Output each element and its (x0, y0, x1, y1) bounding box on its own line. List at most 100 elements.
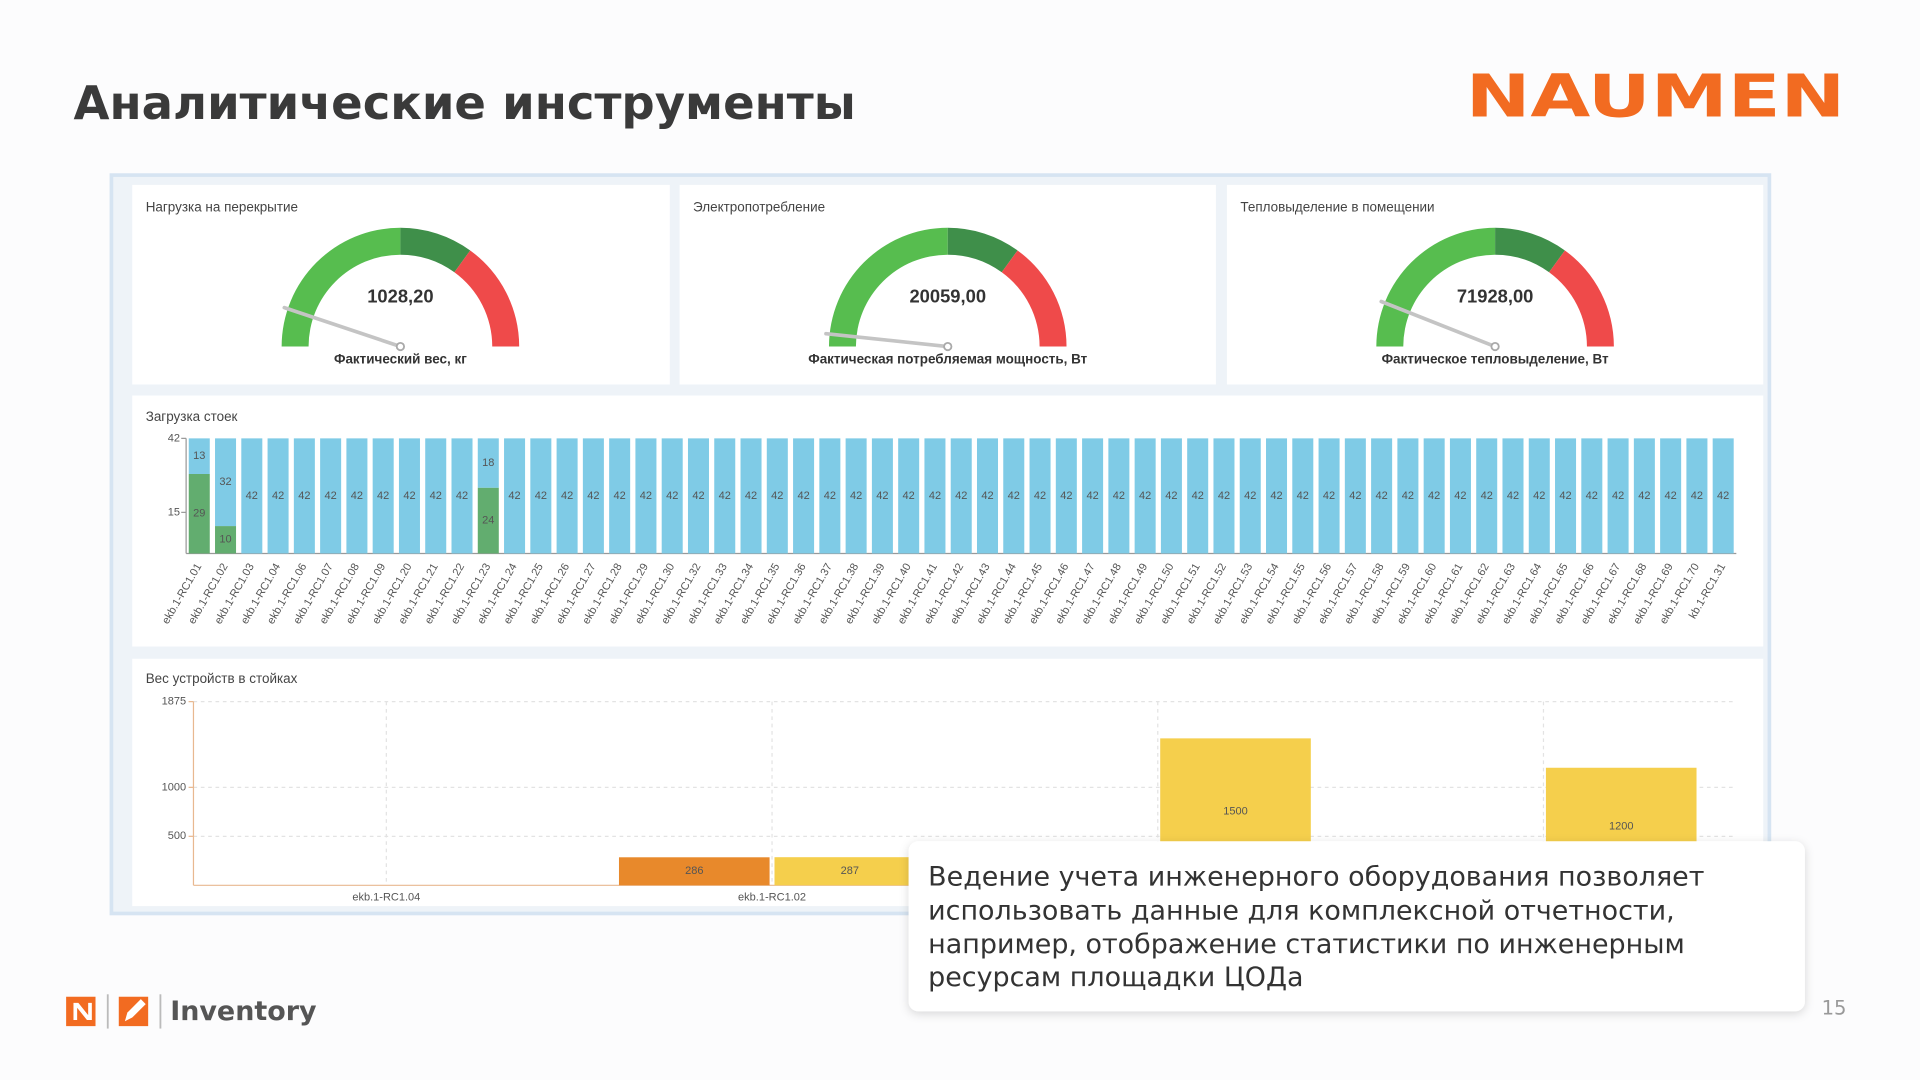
bar-value-label: 42 (1454, 490, 1466, 502)
bar (618, 857, 770, 886)
product-name: Inventory (170, 996, 317, 1027)
bar-value-label: 24 (482, 514, 494, 526)
bar-segment (635, 438, 657, 554)
bar-value-label: 42 (1349, 490, 1361, 502)
bar-value-label: 32 (219, 476, 231, 488)
bar-value-label: 29 (193, 508, 205, 520)
gauge-title: Электропотребление (693, 200, 825, 215)
bar-value-label: 1200 (1609, 820, 1634, 832)
bar-segment (976, 438, 999, 554)
bar-segment (530, 438, 552, 554)
bar-value-label: 13 (193, 450, 205, 462)
bar-segment (1423, 438, 1445, 554)
callout-text: например, отображение статистики по инже… (928, 929, 1685, 960)
bar-segment (740, 438, 762, 554)
bar-value-label: 42 (1008, 490, 1020, 502)
gauge-value: 1028,20 (367, 285, 433, 306)
bar-value-label: 18 (482, 457, 494, 469)
bar-value-label: 42 (403, 490, 415, 502)
bar-segment (1660, 438, 1682, 554)
bar-segment (1449, 438, 1471, 554)
gauge-hub (395, 341, 405, 352)
bar-value-label: 42 (1297, 490, 1309, 502)
bar-value-label: 42 (1060, 490, 1072, 502)
callout-text: использовать данные для комплексной отче… (928, 896, 1675, 927)
bar-value-label: 42 (325, 490, 337, 502)
bar-segment (1397, 438, 1419, 554)
x-tick-label: ekb.1-RC1.04 (352, 891, 420, 903)
bar-value-label: 1500 (1223, 806, 1248, 818)
bar-value-label: 42 (1086, 490, 1098, 502)
bar-value-label: 42 (1665, 490, 1677, 502)
bar-value-label: 42 (1113, 490, 1125, 502)
bar-value-label: 42 (1691, 490, 1703, 502)
callout-box (908, 841, 1805, 1012)
bar-value-label: 42 (1165, 490, 1177, 502)
bar-segment (1318, 438, 1340, 554)
bar-value-label: 42 (981, 490, 993, 502)
gauge-value: 20059,00 (909, 285, 986, 306)
chart-title: Вес устройств в стойках (146, 671, 298, 686)
bar-segment (1502, 438, 1524, 554)
bar-segment (1528, 438, 1550, 554)
bar-segment (819, 438, 841, 554)
y-tick-label: 1000 (162, 781, 187, 793)
gauge-needle (824, 331, 950, 349)
bar-value-label: 42 (377, 490, 389, 502)
bar-segment (346, 438, 368, 554)
bar-segment (477, 487, 499, 554)
gauge-title: Нагрузка на перекрытие (146, 200, 298, 215)
gauge-band (1495, 227, 1565, 273)
bar-segment (1344, 438, 1366, 554)
callout: Ведение учета инженерного оборудования п… (908, 841, 1805, 1012)
y-tick-label: 500 (168, 830, 186, 842)
gauge-band (1376, 227, 1496, 347)
bar-segment (215, 438, 237, 527)
page-number: 15 (1822, 996, 1847, 1019)
bar-value-label: 42 (1139, 490, 1151, 502)
bar-value-label: 42 (797, 490, 809, 502)
bar-value-label: 42 (1559, 490, 1571, 502)
bar-value-label: 42 (640, 490, 652, 502)
bar-segment (556, 438, 578, 554)
bar-value-label: 42 (666, 490, 678, 502)
bar-value-label: 42 (745, 490, 757, 502)
bar-segment (1082, 438, 1104, 554)
bar-value-label: 42 (692, 490, 704, 502)
bar-segment (320, 438, 342, 554)
bar-value-label: 42 (1192, 490, 1204, 502)
y-tick-label: 42 (168, 432, 180, 444)
bar-segment (1607, 438, 1629, 554)
gauge-hub (1490, 341, 1500, 352)
bar-value-label: 42 (955, 490, 967, 502)
bar-value-label: 42 (876, 490, 888, 502)
bar-segment (793, 438, 815, 554)
bar-value-label: 42 (903, 490, 915, 502)
gauge-band (400, 227, 471, 273)
bar-segment (451, 438, 473, 554)
bar-segment (1555, 438, 1577, 554)
bar-value-label: 42 (824, 490, 836, 502)
bar-value-label: 42 (614, 490, 626, 502)
bar-value-label: 42 (1244, 490, 1256, 502)
bar-value-label: 42 (719, 490, 731, 502)
bar-segment (372, 438, 394, 554)
bar-segment (1003, 438, 1025, 554)
bar-segment (845, 438, 867, 554)
gauge-band (1001, 250, 1067, 347)
bar-value-label: 42 (1612, 490, 1624, 502)
panel (132, 184, 670, 385)
bar-value-label: 42 (771, 490, 783, 502)
bar-value-label: 42 (850, 490, 862, 502)
gauge-needle (282, 305, 403, 349)
gauge-label: Фактический вес, кг (334, 352, 467, 367)
gauge-title: Тепловыделение в помещении (1240, 200, 1434, 215)
bar-segment (871, 438, 893, 554)
bar-value-label: 42 (1533, 490, 1545, 502)
bar-value-label: 42 (508, 490, 520, 502)
bar-value-label: 42 (1638, 490, 1650, 502)
chart-title: Загрузка стоек (146, 409, 238, 424)
gauge-value: 71928,00 (1457, 285, 1534, 306)
